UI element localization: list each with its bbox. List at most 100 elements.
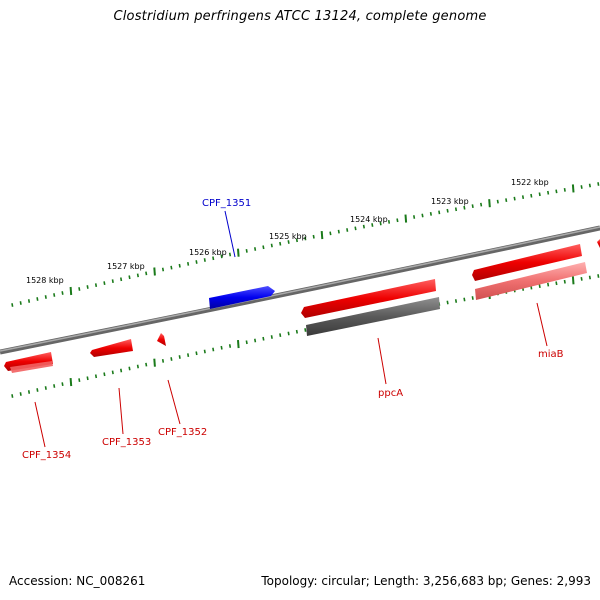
- minor-tick: [262, 336, 265, 341]
- gene-ppca[interactable]: [301, 279, 436, 318]
- minor-tick: [111, 370, 114, 375]
- minor-tick: [312, 234, 315, 239]
- minor-tick: [454, 299, 458, 303]
- minor-tick: [446, 300, 449, 305]
- gene-label: CPF_1354: [22, 450, 71, 461]
- minor-tick: [128, 275, 131, 280]
- scale-ticks-outer: [11, 182, 600, 307]
- major-tick: [237, 340, 240, 349]
- leader-line: [34, 401, 46, 448]
- minor-tick: [170, 357, 173, 361]
- minor-tick: [11, 394, 14, 398]
- gene-label: ppcA: [378, 388, 403, 399]
- minor-tick: [496, 199, 499, 204]
- gene-cpf-1354-light: [10, 361, 53, 373]
- page-title: Clostridium perfringens ATCC 13124, comp…: [113, 9, 487, 24]
- minor-tick: [195, 351, 198, 356]
- gene-cpf-1353[interactable]: [90, 339, 133, 357]
- scale-label: 1527 kbp: [107, 262, 145, 271]
- minor-tick: [161, 267, 165, 272]
- leader-line: [536, 302, 548, 347]
- minor-tick: [513, 196, 516, 201]
- minor-tick: [245, 248, 248, 253]
- minor-tick: [161, 358, 165, 363]
- minor-tick: [203, 258, 206, 262]
- minor-tick: [120, 368, 123, 373]
- scale-labels: 1522 kbp 1523 kbp 1524 kbp 1525 kbp 1526…: [26, 178, 549, 285]
- minor-tick: [547, 190, 550, 195]
- minor-tick: [262, 245, 265, 250]
- genome-backbone: [0, 225, 600, 355]
- minor-tick: [471, 204, 474, 209]
- label-lines: [34, 210, 548, 448]
- minor-tick: [505, 198, 508, 203]
- gene-cpf-1352[interactable]: [157, 333, 166, 346]
- minor-tick: [446, 208, 449, 213]
- gene-label: CPF_1352: [158, 427, 207, 438]
- gene-label: miaB: [538, 349, 564, 360]
- minor-tick: [94, 374, 98, 379]
- scale-label: 1528 kbp: [26, 276, 64, 285]
- minor-tick: [580, 276, 583, 281]
- major-tick: [571, 276, 575, 285]
- leader-line: [377, 337, 387, 385]
- leader-line: [167, 379, 181, 425]
- major-tick: [153, 358, 156, 367]
- minor-tick: [530, 193, 533, 198]
- minor-tick: [203, 349, 206, 354]
- minor-tick: [337, 229, 340, 234]
- minor-tick: [136, 364, 139, 369]
- minor-tick: [254, 338, 257, 343]
- scale-ticks-inner: [11, 274, 600, 398]
- minor-tick: [295, 238, 298, 243]
- minor-tick: [212, 256, 215, 261]
- minor-tick: [538, 192, 541, 197]
- minor-tick: [86, 285, 89, 289]
- minor-tick: [597, 182, 600, 186]
- minor-tick: [228, 344, 232, 348]
- minor-tick: [346, 228, 349, 232]
- minor-tick: [538, 284, 541, 289]
- minor-tick: [563, 187, 566, 192]
- minor-tick: [78, 378, 81, 383]
- minor-tick: [371, 223, 374, 227]
- minor-tick: [94, 283, 98, 288]
- minor-tick: [295, 329, 298, 334]
- minor-tick: [555, 281, 558, 286]
- minor-tick: [254, 247, 257, 251]
- gene-label: CPF_1353: [102, 437, 151, 448]
- minor-tick: [304, 236, 307, 241]
- minor-tick: [588, 183, 591, 188]
- minor-tick: [463, 205, 466, 210]
- minor-tick: [195, 260, 198, 264]
- minor-tick: [463, 297, 466, 302]
- major-tick: [69, 378, 73, 387]
- scale-label: 1522 kbp: [511, 178, 549, 187]
- gene-miab[interactable]: [472, 244, 582, 281]
- minor-tick: [44, 386, 47, 390]
- major-tick: [237, 248, 240, 257]
- minor-tick: [53, 293, 56, 297]
- minor-tick: [61, 291, 64, 295]
- minor-tick: [86, 376, 89, 381]
- minor-tick: [413, 215, 416, 219]
- minor-tick: [27, 390, 31, 394]
- minor-tick: [304, 328, 307, 332]
- gene-cpf-1351[interactable]: [209, 286, 275, 309]
- minor-tick: [61, 382, 64, 387]
- accession-text: Accession: NC_008261: [9, 574, 146, 588]
- scale-label: 1524 kbp: [350, 215, 388, 224]
- minor-tick: [111, 279, 114, 284]
- minor-tick: [279, 241, 282, 246]
- minor-tick: [245, 340, 248, 345]
- leader-line: [224, 210, 236, 258]
- minor-tick: [396, 218, 399, 223]
- minor-tick: [212, 347, 215, 352]
- minor-tick: [78, 287, 81, 291]
- minor-tick: [329, 231, 332, 236]
- minor-tick: [44, 295, 47, 299]
- minor-tick: [145, 271, 148, 276]
- minor-tick: [19, 301, 22, 305]
- scale-label: 1523 kbp: [431, 197, 469, 206]
